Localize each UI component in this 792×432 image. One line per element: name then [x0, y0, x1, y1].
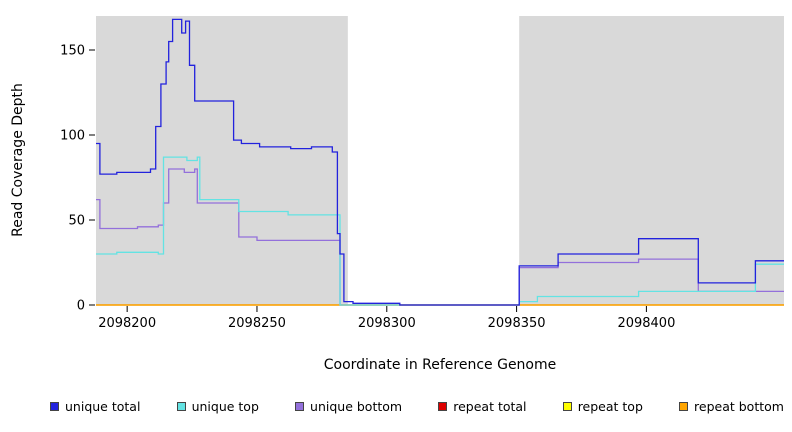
series-line-unique-top [96, 156, 784, 306]
y-tick-label: 150 [60, 44, 85, 59]
y-tick-label: 0 [77, 299, 85, 314]
x-tick-label: 2098400 [617, 316, 675, 331]
legend-swatch-unique-total [50, 402, 59, 411]
legend-item-unique-bottom: unique bottom [295, 399, 402, 414]
legend-swatch-unique-bottom [295, 402, 305, 411]
legend-label-unique-bottom: unique bottom [310, 399, 403, 414]
y-tick-label: 50 [68, 214, 85, 229]
series-line-unique-total [96, 18, 784, 306]
legend-label-repeat-bottom: repeat bottom [694, 399, 784, 414]
x-tick-label: 2098300 [358, 316, 416, 331]
legend-label-unique-total: unique total [65, 399, 141, 414]
y-tick-label: 100 [60, 129, 85, 144]
series-line-unique-bottom [96, 168, 784, 306]
legend-label-repeat-top: repeat top [577, 399, 643, 414]
x-axis: 2098200 2098250 2098300 2098350 2098400 [98, 306, 675, 331]
x-tick-label: 2098250 [228, 316, 286, 331]
series-lines [96, 18, 784, 306]
legend-swatch-repeat-total [438, 402, 448, 411]
legend-item-repeat-top: repeat top [562, 399, 643, 414]
legend-item-unique-top: unique top [176, 399, 259, 414]
x-tick-label: 2098350 [488, 316, 546, 331]
x-axis-title: Coordinate in Reference Genome [324, 357, 557, 373]
plot-background [96, 16, 784, 305]
y-axis: 0 50 100 150 [60, 44, 95, 314]
legend-swatch-unique-top [176, 402, 186, 411]
legend-label-repeat-total: repeat total [453, 399, 527, 414]
legend: unique total unique top unique bottom re… [50, 399, 784, 414]
legend-label-unique-top: unique top [191, 399, 259, 414]
x-tick-label: 2098200 [98, 316, 156, 331]
legend-swatch-repeat-bottom [679, 402, 689, 411]
legend-swatch-repeat-top [562, 402, 572, 411]
coverage-chart: 2098200 2098250 2098300 2098350 2098400 0 50 1… [10, 16, 784, 373]
legend-item-unique-total: unique total [50, 399, 140, 414]
legend-item-repeat-total: repeat total [438, 399, 527, 414]
legend-item-repeat-bottom: repeat bottom [679, 399, 784, 414]
y-axis-title: Read Coverage Depth [10, 83, 26, 237]
coverage-gap-region [347, 16, 520, 305]
